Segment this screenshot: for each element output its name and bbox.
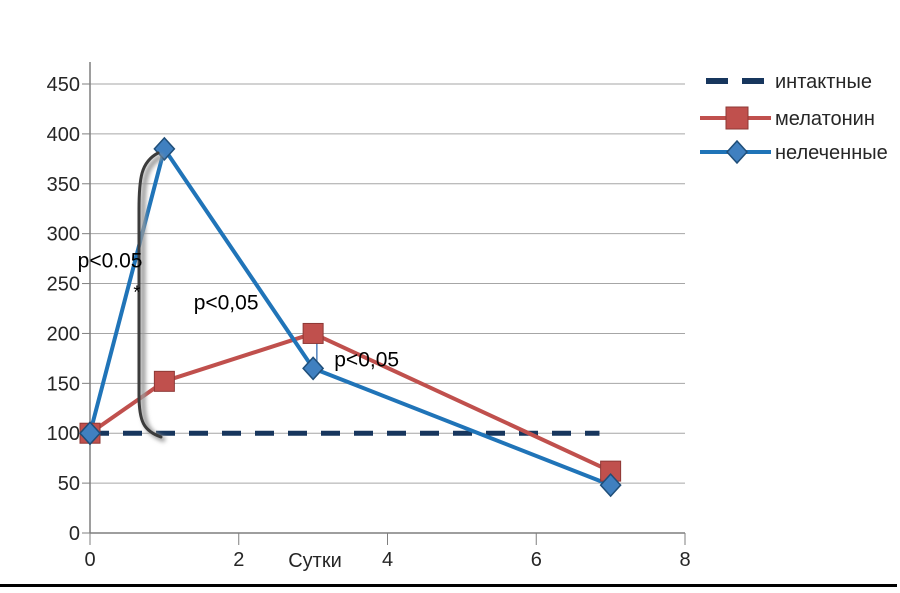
y-tick-label-100: 100 [47, 423, 80, 445]
series-line-мелатонин [88, 331, 612, 473]
y-tick-labels: 0 50 100 150 200 250 300 350 400 450 [47, 74, 80, 545]
x-tick-label-8: 8 [679, 549, 690, 571]
marker-diamond-нелеченные-3 [302, 356, 325, 381]
x-tick-label-2: 2 [233, 549, 244, 571]
x-tick-labels: 0 2 4 6 8 [84, 549, 690, 571]
gridlines [90, 83, 685, 484]
axes [82, 62, 686, 545]
x-axis-title: Сутки [288, 550, 342, 572]
legend-label-untreated: нелеченные [775, 142, 888, 164]
marker-diamond-нелеченные-0 [78, 421, 102, 446]
annotation-star-1: * [133, 283, 140, 303]
x-tick-label-6: 6 [531, 549, 542, 571]
x-tick-label-0: 0 [84, 549, 95, 571]
y-tick-label-450: 450 [47, 74, 80, 96]
annotation-p-value-3: p<0,05 [334, 348, 399, 371]
significance-bracket-shadow [140, 153, 166, 443]
marker-square-мелатонин-3 [302, 322, 324, 344]
series-line-нелеченные [88, 146, 612, 487]
legend: интактные мелатонин нелеченные [700, 71, 888, 165]
x-tick-label-4: 4 [382, 549, 393, 571]
y-tick-label-150: 150 [47, 373, 80, 395]
y-tick-label-200: 200 [47, 323, 80, 345]
legend-marker-untreated [725, 139, 749, 165]
significance-bracket [137, 151, 166, 443]
data-series [78, 136, 622, 498]
y-tick-label-400: 400 [47, 124, 80, 146]
marker-diamond-нелеченные-7 [599, 472, 622, 498]
annotation-p-value-2: p<0,05 [194, 292, 259, 315]
annotation-p-value-0: p<0.05 [78, 250, 143, 273]
y-tick-label-300: 300 [47, 224, 80, 246]
legend-label-intact: интактные [775, 71, 872, 93]
y-tick-label-250: 250 [47, 274, 80, 296]
bottom-border-rule [0, 584, 897, 587]
y-tick-label-350: 350 [47, 174, 80, 196]
legend-marker-melatonin [725, 106, 749, 130]
y-tick-label-0: 0 [69, 523, 80, 545]
y-tick-label-50: 50 [58, 473, 80, 495]
marker-diamond-нелеченные-1 [153, 136, 176, 161]
annotations: p<0.05 * p<0,05 p<0,05 [78, 250, 399, 372]
marker-square-мелатонин-1 [153, 370, 175, 392]
legend-label-melatonin: мелатонин [775, 108, 875, 130]
significance-bracket-line [137, 151, 163, 439]
